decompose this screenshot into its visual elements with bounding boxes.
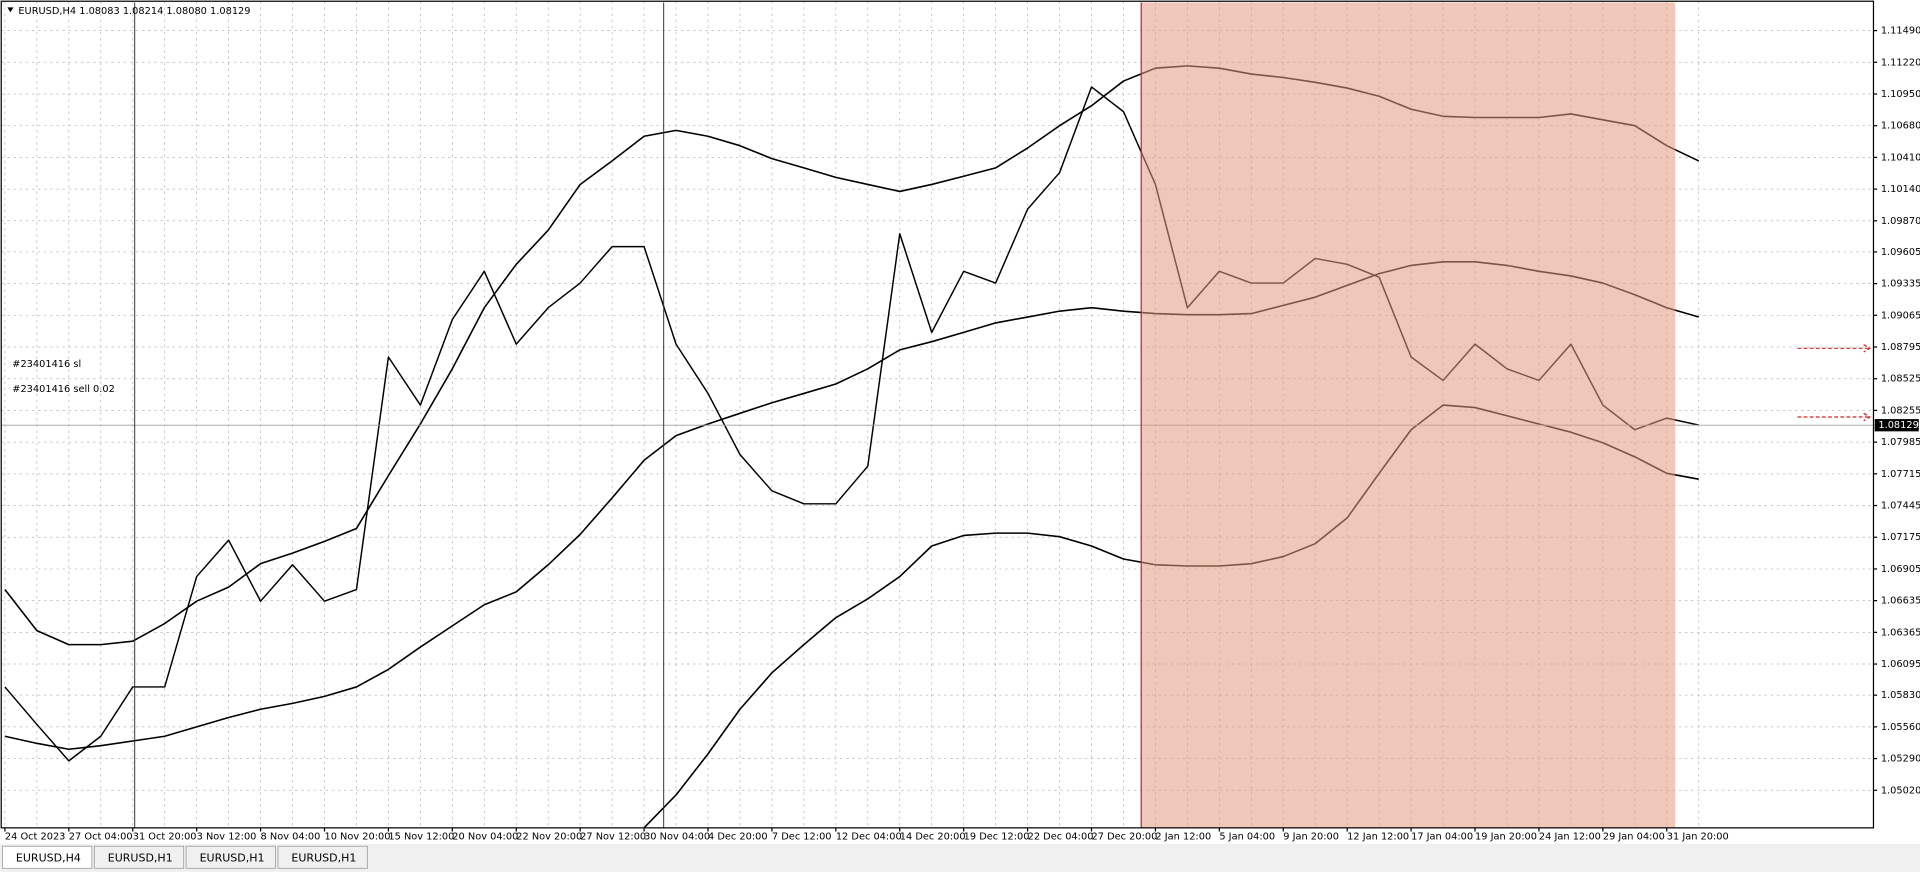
x-tick-label: 22 Dec 04:00: [1028, 831, 1094, 842]
y-tick-label: 1.10950: [1881, 89, 1920, 100]
x-tick-label: 9 Jan 20:00: [1283, 831, 1339, 842]
tabs: EURUSD,H4 EURUSD,H1 EURUSD,H1 EURUSD,H1: [2, 845, 368, 869]
y-tick-label: 1.09335: [1881, 279, 1920, 290]
tab-label[interactable]: EURUSD,H1: [291, 852, 356, 865]
tab-label[interactable]: EURUSD,H4: [16, 852, 81, 865]
y-tick-label: 1.09605: [1881, 247, 1920, 258]
y-tick-label: 1.05020: [1881, 785, 1920, 796]
y-tick-label: 1.10410: [1881, 152, 1920, 163]
x-tick-label: 8 Nov 04:00: [261, 831, 321, 842]
y-tick-label: 1.06635: [1881, 596, 1920, 607]
x-tick-label: 15 Nov 12:00: [388, 831, 454, 842]
y-tick-label: 1.07715: [1881, 469, 1920, 480]
x-tick-label: 24 Jan 12:00: [1539, 831, 1601, 842]
tab[interactable]: [185, 845, 276, 869]
x-tick-label: 12 Jan 12:00: [1347, 831, 1409, 842]
y-tick-label: 1.07445: [1881, 501, 1920, 512]
tab[interactable]: [277, 845, 368, 869]
x-tick-label: 29 Jan 04:00: [1603, 831, 1665, 842]
y-tick-label: 1.06365: [1881, 627, 1920, 638]
y-tick-label: 1.11490: [1881, 26, 1920, 37]
x-tick-label: 3 Nov 12:00: [197, 831, 257, 842]
plot-frame: [0, 0, 1875, 829]
x-tick-label: 22 Nov 20:00: [516, 831, 582, 842]
tab-label[interactable]: EURUSD,H1: [200, 852, 265, 865]
y-tick-label: 1.10140: [1881, 184, 1920, 195]
y-tick-label: 1.05560: [1881, 722, 1920, 733]
x-tick-label: 5 Jan 04:00: [1219, 831, 1275, 842]
x-tick-label: 7 Dec 12:00: [772, 831, 832, 842]
order-label: #23401416 sl: [12, 359, 81, 370]
axes: 1.11490 1.11220 1.10950 1.10680 1.10410 1.101…: [4, 26, 1920, 842]
x-tick-label: 24 Oct 2023: [5, 831, 66, 842]
order-label: #23401416 sell 0.02: [12, 384, 115, 395]
y-tick-label: 1.09870: [1881, 216, 1920, 227]
x-tick-label: 2 Jan 12:00: [1155, 831, 1211, 842]
x-tick-label: 19 Jan 20:00: [1475, 831, 1537, 842]
x-tick-label: 20 Nov 04:00: [452, 831, 518, 842]
x-tick-label: 19 Dec 12:00: [964, 831, 1030, 842]
current-price-label: 1.08129: [1878, 420, 1918, 431]
y-tick-label: 1.06905: [1881, 564, 1920, 575]
x-tick-label: 4 Dec 20:00: [708, 831, 768, 842]
y-tick-label: 1.07985: [1881, 437, 1920, 448]
current-price-box: [1874, 419, 1919, 432]
y-tick-label: 1.06095: [1881, 659, 1920, 670]
x-tick-label: 30 Nov 04:00: [644, 831, 710, 842]
y-tick-label: 1.05830: [1881, 690, 1920, 701]
tab[interactable]: [2, 845, 93, 869]
x-tick-label: 27 Oct 04:00: [69, 831, 133, 842]
x-tick-label: 12 Dec 04:00: [836, 831, 902, 842]
x-tick-label: 31 Jan 20:00: [1667, 831, 1729, 842]
y-tick-label: 1.08795: [1881, 342, 1920, 353]
x-tick-label: 14 Dec 20:00: [900, 831, 966, 842]
y-tick-label: 1.08525: [1881, 374, 1920, 385]
x-tick-label: 17 Jan 04:00: [1411, 831, 1473, 842]
chart-header: EURUSD,H4 1.08083 1.08214 1.08080 1.0812…: [18, 6, 250, 17]
x-tick-label: 27 Dec 20:00: [1092, 831, 1158, 842]
y-tick-label: 1.05290: [1881, 754, 1920, 765]
y-tick-label: 1.11220: [1881, 57, 1920, 68]
order-arrow: [1797, 344, 1871, 353]
tab[interactable]: [93, 845, 185, 869]
y-tick-label: 1.09065: [1881, 310, 1920, 321]
y-tick-label: 1.07175: [1881, 532, 1920, 543]
y-tick-label: 1.10680: [1881, 121, 1920, 132]
x-tick-label: 10 Nov 20:00: [324, 831, 390, 842]
x-tick-label: 27 Nov 12:00: [580, 831, 646, 842]
menu-triangle[interactable]: [7, 7, 14, 13]
y-tick-label: 1.08255: [1881, 405, 1920, 416]
order-arrow: [1797, 412, 1871, 422]
tester-period: [1141, 2, 1676, 828]
tab-label[interactable]: EURUSD,H1: [108, 852, 173, 865]
x-tick-label: 31 Oct 20:00: [133, 831, 197, 842]
